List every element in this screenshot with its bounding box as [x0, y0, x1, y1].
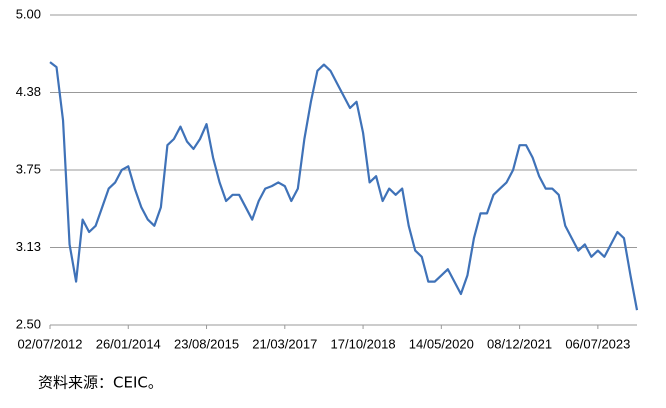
y-tick-label: 4.38: [16, 84, 41, 99]
source-note: 资料来源：CEIC。: [38, 374, 163, 392]
y-tick-label: 2.50: [16, 316, 41, 331]
x-tick-label: 06/07/2023: [565, 336, 630, 351]
x-tick-label: 08/12/2021: [487, 336, 552, 351]
x-tick-label: 26/01/2014: [96, 336, 161, 351]
y-tick-label: 3.75: [16, 161, 41, 176]
y-tick-label: 5.00: [16, 6, 41, 21]
x-tick-label: 21/03/2017: [252, 336, 317, 351]
x-tick-label: 02/07/2012: [17, 336, 82, 351]
x-tick-label: 23/08/2015: [174, 336, 239, 351]
y-tick-label: 3.13: [16, 239, 41, 254]
x-tick-label: 17/10/2018: [331, 336, 396, 351]
x-tick-label: 14/05/2020: [409, 336, 474, 351]
data-line: [49, 61, 639, 311]
